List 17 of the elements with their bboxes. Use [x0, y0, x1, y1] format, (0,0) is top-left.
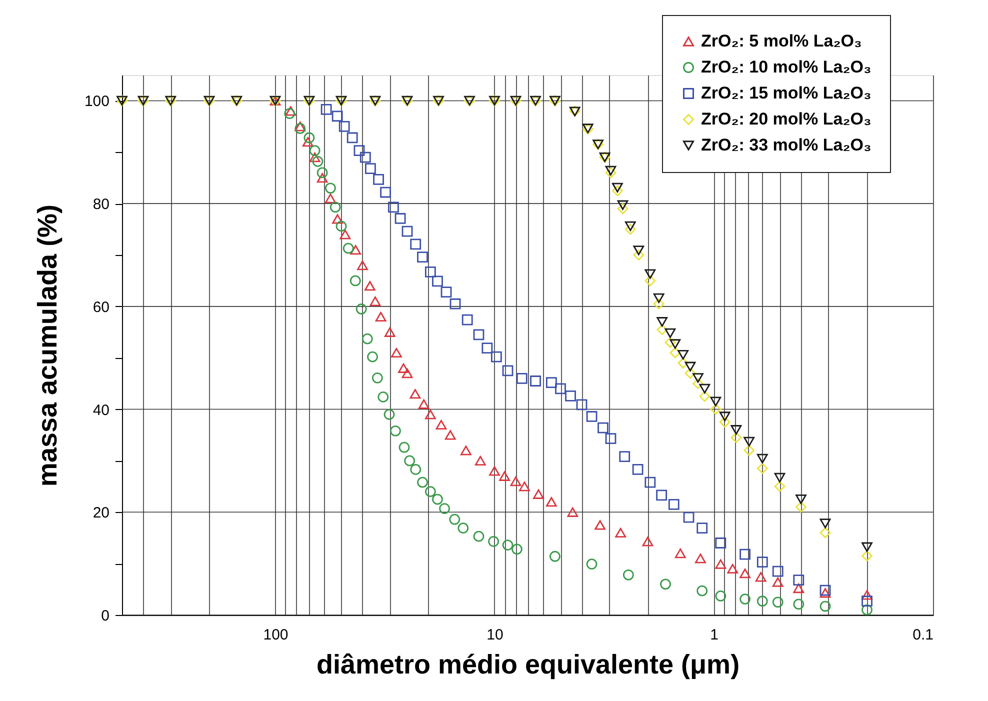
legend-label: ZrO₂: 10 mol% La₂O₃: [701, 58, 872, 76]
x-tick-label: 10: [486, 626, 504, 644]
y-tick-label: 20: [92, 504, 110, 522]
y-axis-title: massa acumulada (%): [32, 204, 62, 487]
x-tick-label: 100: [263, 626, 288, 644]
legend-label: ZrO₂: 20 mol% La₂O₃: [701, 110, 872, 128]
y-tick-label: 0: [101, 608, 110, 624]
legend-label: ZrO₂: 5 mol% La₂O₃: [701, 32, 862, 50]
legend-label: ZrO₂: 33 mol% La₂O₃: [701, 136, 872, 154]
y-tick-label: 60: [92, 298, 110, 316]
y-tick-label: 40: [92, 402, 110, 419]
x-axis-title: diâmetro médio equivalente (μm): [316, 650, 740, 680]
x-tick-label: 0.1: [912, 626, 934, 644]
legend-label: ZrO₂: 15 mol% La₂O₃: [701, 84, 872, 102]
y-tick-label: 100: [84, 93, 110, 110]
y-tick-label: 80: [92, 196, 110, 214]
x-tick-label: 1: [710, 626, 718, 644]
